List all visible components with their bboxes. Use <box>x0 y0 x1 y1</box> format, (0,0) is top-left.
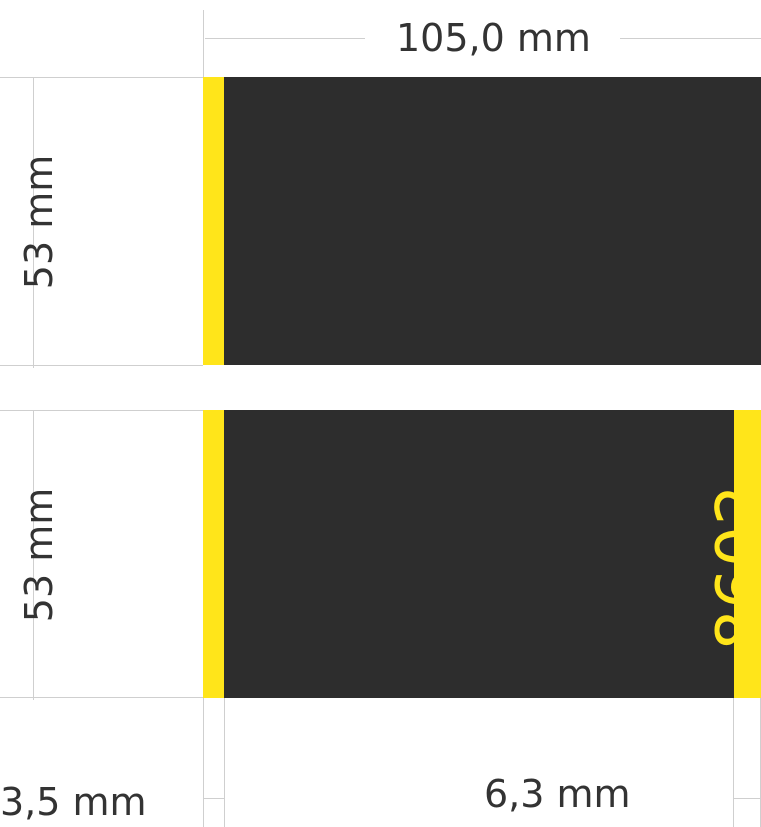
top-dimension-line-right <box>620 38 761 39</box>
right-stripe-dimension-label: 6,3 mm <box>484 772 631 816</box>
top-height-dimension-label: 53 mm <box>17 154 61 290</box>
panel-code: 8602 <box>704 483 761 651</box>
top-panel-left-stripe <box>203 77 224 365</box>
width-dimension-label: 105,0 mm <box>396 16 591 60</box>
bottom-extension-left-2 <box>224 697 225 827</box>
bottom-height-dimension-label: 53 mm <box>17 487 61 623</box>
top-left-guide-bottom <box>0 365 203 366</box>
bottom-left-dimension-line <box>33 410 34 700</box>
bottom-panel-left-stripe <box>203 410 224 698</box>
left-stripe-dimension-label: 3,5 mm <box>0 780 147 824</box>
top-left-guide-top <box>0 77 203 78</box>
bottom-panel-right-stripe <box>734 410 761 698</box>
top-left-dimension-line <box>33 78 34 368</box>
bottom-extension-right <box>733 697 734 827</box>
bottom-left-guide-bottom <box>0 697 203 698</box>
top-panel <box>203 77 761 365</box>
top-dimension-line-left <box>205 38 365 39</box>
stripe-right-dimension-line <box>733 798 761 799</box>
bottom-panel: 8602 <box>203 410 761 698</box>
bottom-extension-left-1 <box>203 697 204 827</box>
top-extension-line <box>203 10 204 78</box>
bottom-left-guide-top <box>0 410 203 411</box>
stripe-left-dimension-line <box>203 798 224 799</box>
